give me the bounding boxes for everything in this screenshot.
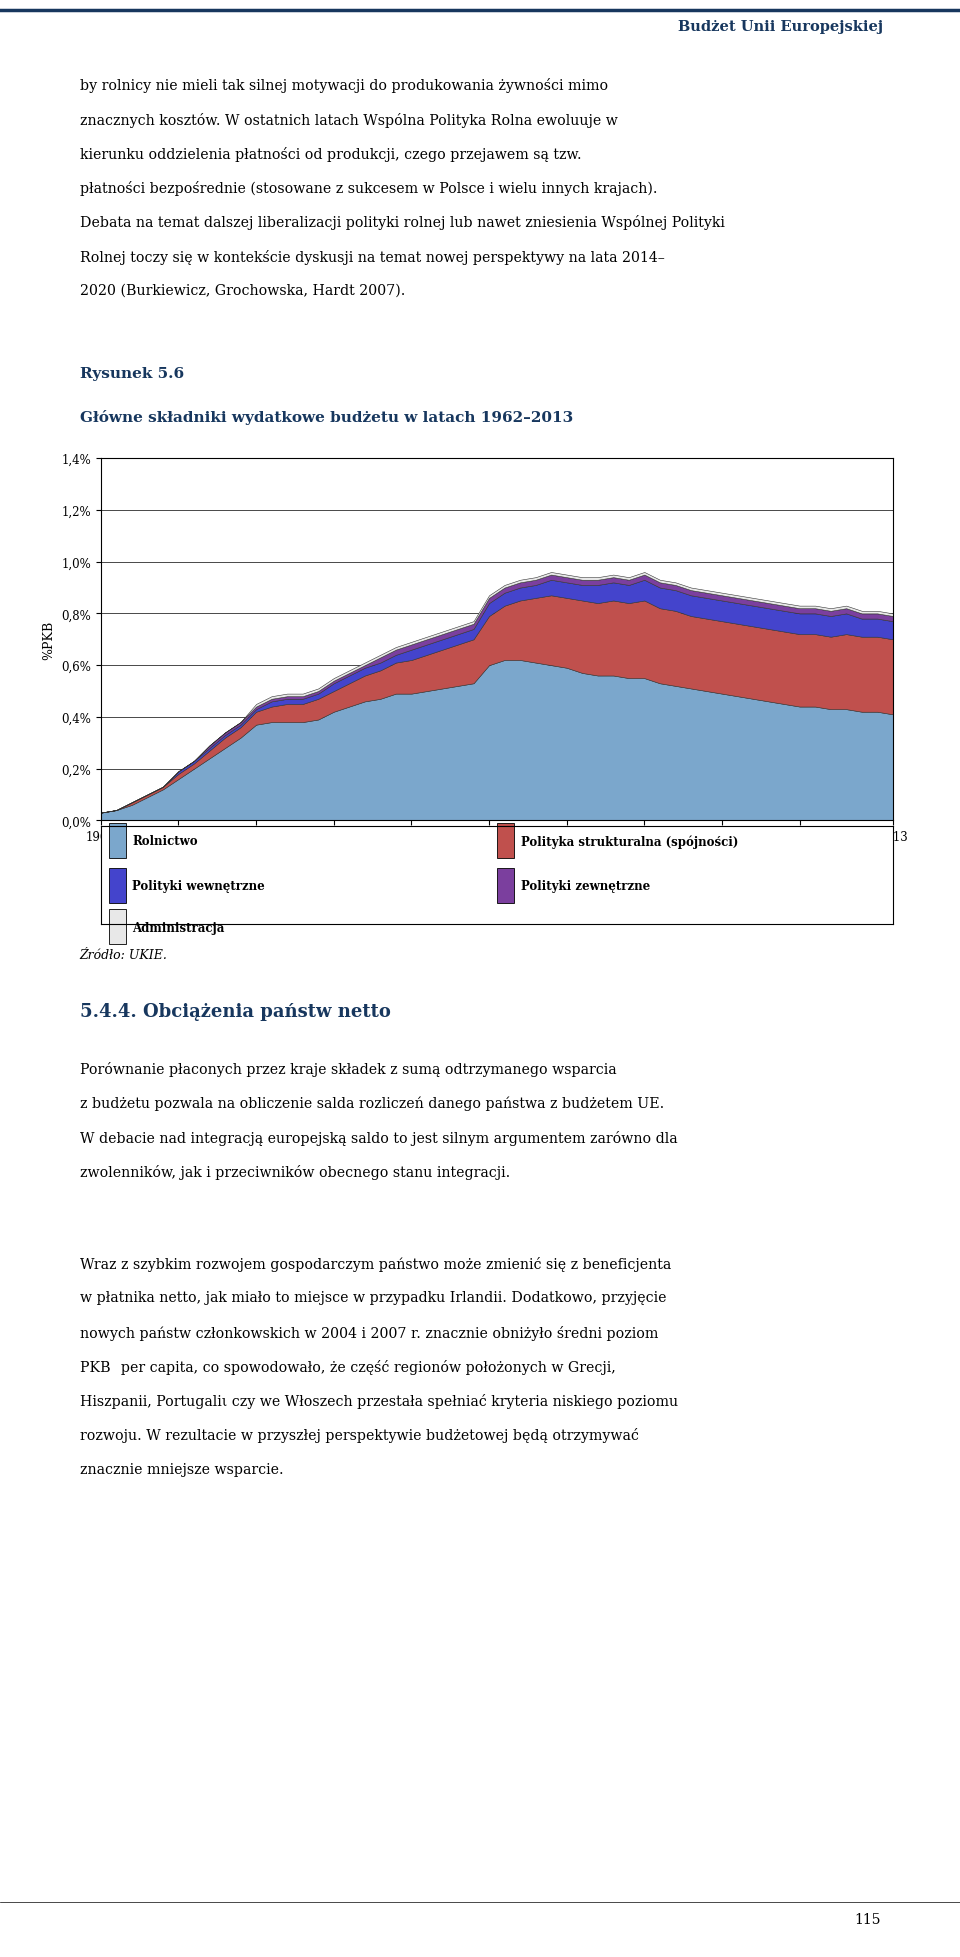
Bar [108, 869, 126, 904]
Text: kierunku oddzielenia płatności od produkcji, czego przejawem są tzw.: kierunku oddzielenia płatności od produk… [80, 147, 582, 162]
Text: rozwoju. W rezultacie w przyszłej perspektywie budżetowej będą otrzymywać: rozwoju. W rezultacie w przyszłej perspe… [80, 1429, 638, 1442]
Text: znacznych kosztów. W ostatnich latach Wspólna Polityka Rolna ewoluuje w: znacznych kosztów. W ostatnich latach Ws… [80, 114, 617, 127]
Bar [108, 824, 126, 859]
Text: nowych państw członkowskich w 2004 i 2007 r. znacznie obniżyło średni poziom: nowych państw członkowskich w 2004 i 200… [80, 1325, 658, 1341]
Bar [497, 824, 515, 859]
Text: Wraz z szybkim rozwojem gospodarczym państwo może zmienić się z beneficjenta: Wraz z szybkim rozwojem gospodarczym pań… [80, 1256, 671, 1272]
Text: zwolenników, jak i przeciwników obecnego stanu integracji.: zwolenników, jak i przeciwników obecnego… [80, 1164, 510, 1180]
Text: Polityki zewnętrzne: Polityki zewnętrzne [520, 881, 650, 892]
Text: Hiszpanii, Portugaliι czy we Włoszech przestała spełniać kryteria niskiego pozio: Hiszpanii, Portugaliι czy we Włoszech pr… [80, 1393, 678, 1409]
Text: 115: 115 [853, 1912, 880, 1926]
Text: płatności bezpośrednie (stosowane z sukcesem w Polsce i wielu innych krajach).: płatności bezpośrednie (stosowane z sukc… [80, 182, 658, 196]
Bar [497, 869, 515, 904]
Text: 2020 (Burkiewicz, Grochowska, Hardt 2007).: 2020 (Burkiewicz, Grochowska, Hardt 2007… [80, 284, 405, 297]
Text: 5.4.4. Obciążenia państw netto: 5.4.4. Obciążenia państw netto [80, 1004, 391, 1022]
Text: W debacie nad integracją europejską saldo to jest silnym argumentem zarówno dla: W debacie nad integracją europejską sald… [80, 1131, 678, 1145]
Text: Debata na temat dalszej liberalizacji polityki rolnej lub nawet zniesienia Wspól: Debata na temat dalszej liberalizacji po… [80, 215, 725, 231]
Text: znacznie mniejsze wsparcie.: znacznie mniejsze wsparcie. [80, 1462, 283, 1476]
Text: Porównanie płaconych przez kraje składek z sumą odtrzymanego wsparcia: Porównanie płaconych przez kraje składek… [80, 1063, 616, 1076]
Text: Budżet Unii Europejskiej: Budżet Unii Europejskiej [678, 20, 883, 33]
Text: Rolnej toczy się w kontekście dyskusji na temat nowej perspektywy na lata 2014–: Rolnej toczy się w kontekście dyskusji n… [80, 250, 664, 264]
Text: w płatnika netto, jak miało to miejsce w przypadku Irlandii. Dodatkowo, przyjęci: w płatnika netto, jak miało to miejsce w… [80, 1292, 666, 1305]
Bar [108, 910, 126, 945]
Text: Rolnictwo: Rolnictwo [132, 836, 198, 847]
Text: by rolnicy nie mieli tak silnej motywacji do produkowania żywności mimo: by rolnicy nie mieli tak silnej motywacj… [80, 78, 608, 94]
Text: z budżetu pozwala na obliczenie salda rozliczeń danego państwa z budżetem UE.: z budżetu pozwala na obliczenie salda ro… [80, 1096, 664, 1110]
Text: Rysunek 5.6: Rysunek 5.6 [80, 368, 183, 382]
Text: Źródło: UKIE.: Źródło: UKIE. [80, 949, 168, 961]
Text: PKB   per capita, co spowodowało, że część regionów położonych w Grecji,: PKB per capita, co spowodowało, że część… [80, 1360, 615, 1374]
Y-axis label: %PKB: %PKB [42, 620, 56, 660]
Text: Polityka strukturalna (spójności): Polityka strukturalna (spójności) [520, 836, 738, 847]
Text: Główne składniki wydatkowe budżetu w latach 1962–2013: Główne składniki wydatkowe budżetu w lat… [80, 411, 573, 425]
Text: Administracja: Administracja [132, 922, 225, 933]
Text: Polityki wewnętrzne: Polityki wewnętrzne [132, 881, 265, 892]
